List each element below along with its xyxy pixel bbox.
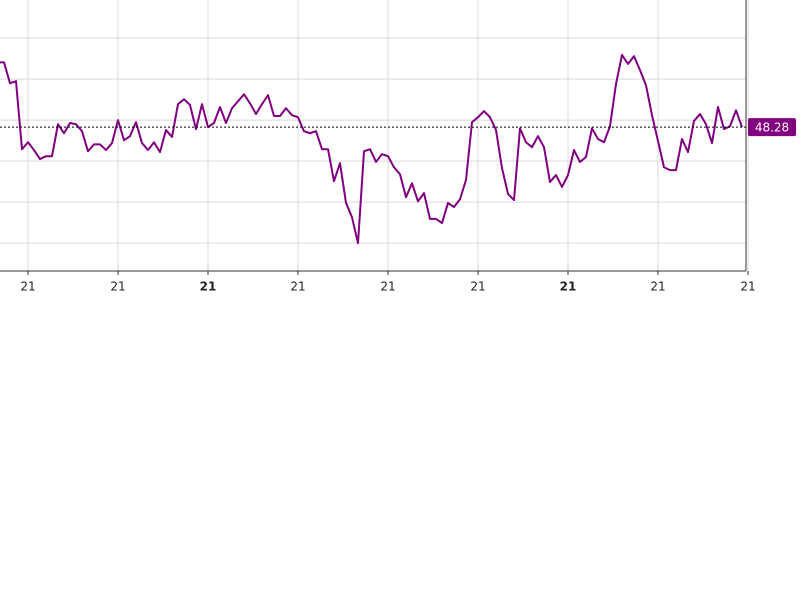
x-tick-label: 21	[200, 280, 217, 294]
series-line	[0, 53, 743, 245]
x-tick-label: 21	[380, 280, 395, 294]
x-tick-label: 21	[110, 280, 125, 294]
x-tick-label: 21	[650, 280, 665, 294]
x-tick-label: 21	[20, 280, 35, 294]
x-tick-label: 21	[560, 280, 577, 294]
last-value-box	[748, 118, 796, 137]
x-tick-label: 21	[740, 280, 755, 294]
last-value-label: 48.28	[755, 121, 789, 135]
x-tick-label: 21	[290, 280, 305, 294]
x-tick-label: 21	[470, 280, 485, 294]
